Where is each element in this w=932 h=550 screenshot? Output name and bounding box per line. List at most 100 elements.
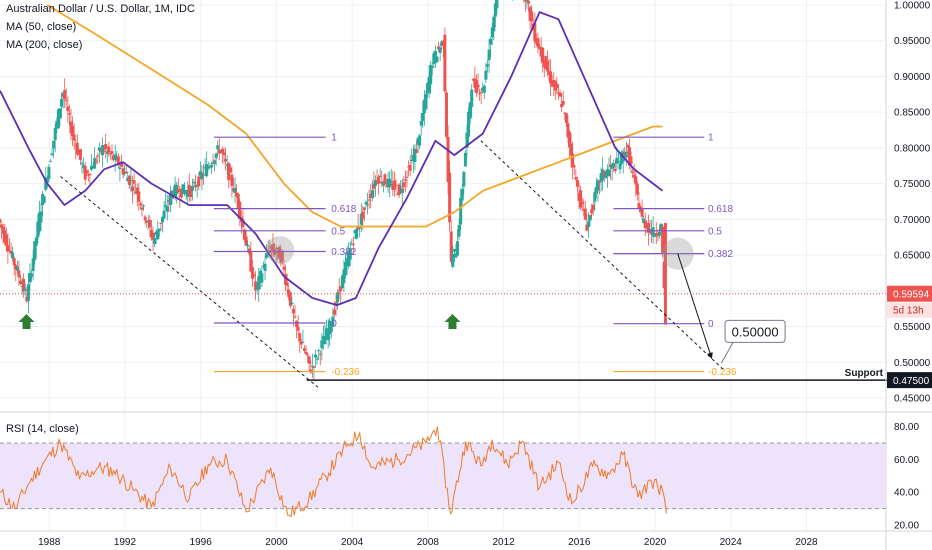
candle-body <box>162 210 166 219</box>
candle-body <box>607 169 611 177</box>
candle-body <box>0 219 2 223</box>
candle-body <box>596 180 600 191</box>
candle-body <box>568 131 572 148</box>
price-tick-label: 0.95000 <box>894 36 931 47</box>
candle-body <box>626 144 630 148</box>
candle-body <box>28 272 32 283</box>
candle-body <box>91 167 95 169</box>
candle-body <box>179 188 183 198</box>
candle-body <box>367 199 371 201</box>
price-tick-label: 0.45000 <box>894 394 931 405</box>
candle-body <box>634 176 638 185</box>
candle-body <box>550 80 554 87</box>
candle-body <box>0 224 4 229</box>
candle-body <box>386 178 390 187</box>
candle-body <box>277 247 281 259</box>
candle-body <box>561 100 565 105</box>
price-tick-label: 0.85000 <box>894 108 931 119</box>
candle-body <box>348 248 352 260</box>
candle-body <box>558 92 562 97</box>
candle-body <box>82 165 86 168</box>
candle-body <box>110 151 114 154</box>
trendline-right <box>480 140 724 370</box>
candle-body <box>538 46 542 50</box>
candle-body <box>468 102 472 119</box>
candle-body <box>47 166 51 180</box>
candle-body <box>112 155 116 160</box>
candle-body <box>389 181 393 183</box>
candle-body <box>528 7 532 21</box>
candle-body <box>377 176 381 184</box>
candle-body <box>599 173 603 182</box>
candle-body <box>258 271 262 280</box>
candle-body <box>25 296 29 302</box>
candle-body <box>340 275 344 289</box>
candle-body <box>148 220 152 228</box>
candle-body <box>601 169 605 181</box>
candle-body <box>96 155 100 157</box>
candle-body <box>52 140 56 149</box>
candle-body <box>492 16 496 32</box>
candle-body <box>629 156 633 165</box>
rsi-line <box>0 426 667 518</box>
candle-body <box>533 23 537 42</box>
candle-body <box>168 192 172 206</box>
candle-body <box>306 354 310 356</box>
candle-body <box>637 202 641 209</box>
candle-body <box>394 184 398 186</box>
fib-right-label: 0 <box>708 319 714 330</box>
candle-body <box>295 320 299 327</box>
candle-body <box>252 274 256 277</box>
time-tick-label: 2012 <box>492 537 515 548</box>
candle-body <box>222 152 226 156</box>
candle-body <box>320 340 324 349</box>
candle-body <box>151 232 155 240</box>
candle-body <box>186 189 190 197</box>
candle-body <box>610 164 614 169</box>
candle-body <box>53 128 57 141</box>
candle-body <box>243 230 247 240</box>
candle-body <box>594 187 598 194</box>
candle-body <box>449 231 453 262</box>
candle-body <box>138 203 142 206</box>
candle-body <box>94 160 98 162</box>
candle-body <box>446 136 450 183</box>
candle-body <box>78 149 82 160</box>
support-label: Support <box>845 368 884 379</box>
candle-body <box>590 209 594 214</box>
price-tick-label: 0.90000 <box>894 72 931 83</box>
candle-body <box>484 70 488 80</box>
candle-body <box>37 212 41 232</box>
bottom-arrow-2008 <box>444 314 461 329</box>
candle-body <box>104 143 108 150</box>
candle-body <box>653 234 657 237</box>
candle-body <box>129 180 133 182</box>
candle-body <box>337 290 341 292</box>
candle-body <box>211 162 215 164</box>
candle-body <box>605 169 609 176</box>
candle-body <box>131 186 135 191</box>
candle-body <box>236 194 240 209</box>
candle-body <box>173 184 177 198</box>
candle-body <box>206 166 210 169</box>
candle-body <box>134 191 138 194</box>
legend-ma200: MA (200, close) <box>6 39 83 51</box>
candle-body <box>205 164 209 177</box>
candle-body <box>479 91 483 93</box>
candle-body <box>370 190 374 198</box>
candle-body <box>228 167 232 173</box>
time-tick-label: 2020 <box>644 537 667 548</box>
fib-left-label: 1 <box>331 133 337 144</box>
fib-left-label: 0.618 <box>331 204 356 215</box>
price-tick-label: 0.55000 <box>894 322 931 333</box>
candle-body <box>321 335 325 340</box>
candle-body <box>380 181 384 184</box>
candle-body <box>208 166 212 168</box>
candle-body <box>217 149 221 154</box>
candle-body <box>527 0 531 4</box>
candle-body <box>331 316 335 327</box>
candle-body <box>403 179 407 181</box>
bottom-arrow-1986 <box>18 314 35 329</box>
candle-body <box>261 265 265 267</box>
